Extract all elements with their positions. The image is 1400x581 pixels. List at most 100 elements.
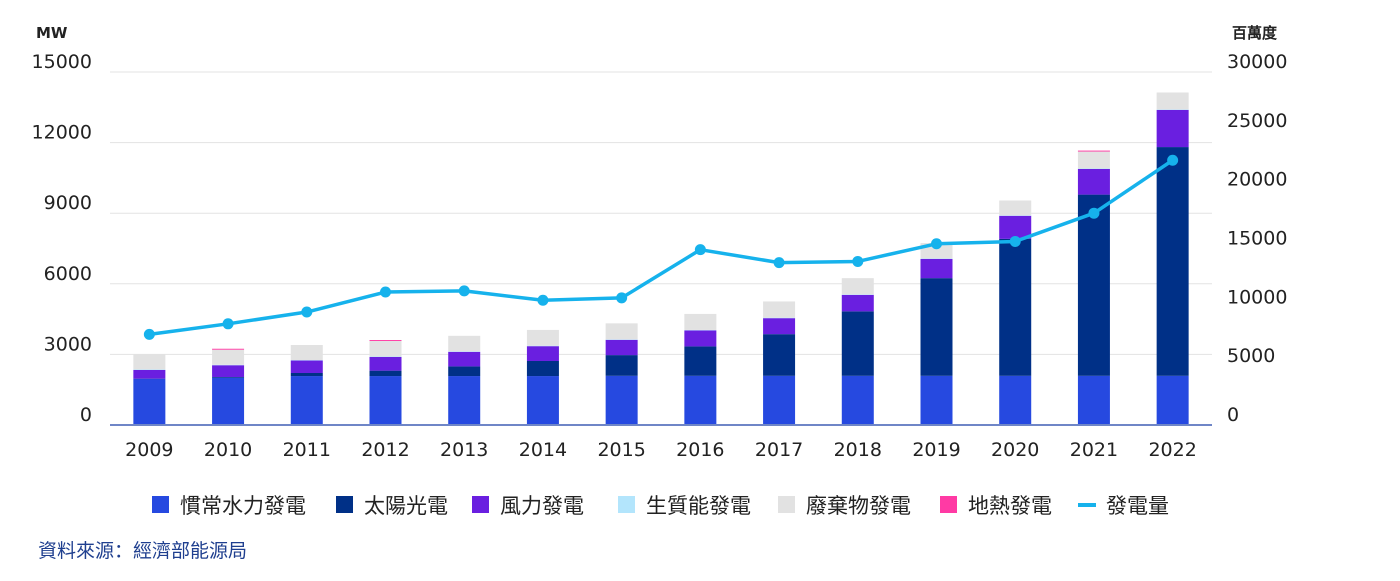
- bar-segment: [605, 323, 638, 340]
- left-tick-label: 9000: [44, 192, 92, 214]
- bar-segment: [212, 348, 245, 350]
- bar-segment: [133, 378, 166, 425]
- bar-segment: [841, 375, 874, 425]
- axes: 0 3000 6000 9000 12000 15000 0 5000 10000 15000 20…: [32, 24, 1288, 461]
- right-axis-unit: 百萬度: [1232, 24, 1278, 42]
- bar-segment: [763, 334, 796, 376]
- bar-segment: [920, 258, 953, 279]
- x-tick-label: 2010: [204, 439, 252, 461]
- right-tick-label: 0: [1227, 404, 1239, 426]
- right-tick-label: 10000: [1227, 286, 1287, 308]
- bar-segment: [369, 370, 402, 377]
- bar-segment: [290, 372, 323, 377]
- legend-swatch: [336, 496, 353, 513]
- right-tick-label: 25000: [1227, 110, 1287, 132]
- bar-segment: [526, 360, 559, 377]
- bar-segment: [212, 377, 245, 425]
- right-tick-label: 15000: [1227, 228, 1287, 250]
- legend-label: 生質能發電: [646, 494, 751, 518]
- x-tick-label: 2013: [440, 439, 488, 461]
- left-tick-label: 6000: [44, 263, 92, 285]
- bar-segment: [526, 376, 559, 425]
- generation-point: [1009, 235, 1021, 247]
- bar-segment: [290, 344, 323, 361]
- left-axis-unit: MW: [36, 24, 68, 42]
- bar-segment: [212, 349, 245, 365]
- x-tick-label: 2016: [676, 439, 724, 461]
- bar-segment: [605, 375, 638, 425]
- generation-point: [537, 294, 549, 306]
- x-tick-label: 2009: [125, 439, 173, 461]
- bar-segment: [763, 301, 796, 318]
- bar-segment: [999, 200, 1032, 216]
- source-note: 資料來源：經濟部能源局: [38, 540, 247, 562]
- bar-segment: [448, 351, 481, 367]
- bar-segment: [133, 354, 166, 370]
- bar-segment: [605, 355, 638, 376]
- bar-segment: [999, 375, 1032, 425]
- x-tick-label: 2011: [283, 439, 331, 461]
- legend-label: 地熱發電: [968, 494, 1052, 518]
- bar-segment: [1077, 151, 1110, 169]
- bar-segment: [1156, 147, 1189, 376]
- bar-segment: [448, 376, 481, 425]
- x-tick-label: 2019: [912, 439, 960, 461]
- x-tick-label: 2020: [991, 439, 1039, 461]
- legend-label: 慣常水力發電: [180, 494, 306, 518]
- generation-point: [380, 286, 391, 298]
- bar-segment: [290, 360, 323, 373]
- bar-segment: [133, 369, 166, 379]
- bar-segment: [1156, 375, 1189, 425]
- grid-lines: [110, 71, 1212, 355]
- bar-segment: [448, 366, 481, 377]
- generation-point: [694, 244, 706, 256]
- legend-swatch: [940, 496, 957, 513]
- x-tick-label: 2021: [1070, 439, 1118, 461]
- generation-point: [1167, 154, 1179, 166]
- x-tick-label: 2022: [1148, 439, 1196, 461]
- bar-segment: [1156, 92, 1189, 110]
- left-tick-label: 0: [80, 404, 92, 426]
- legend-label: 太陽光電: [364, 494, 448, 518]
- right-tick-label: 5000: [1227, 345, 1275, 367]
- bar-segment: [920, 278, 953, 376]
- bar-segment: [999, 238, 1032, 376]
- bar-segment: [212, 376, 245, 378]
- bar-segment: [212, 365, 245, 377]
- bar-segment: [763, 318, 796, 335]
- generation-line-path: [149, 158, 1174, 337]
- bar-segment: [841, 278, 874, 295]
- bar-segment: [526, 329, 559, 346]
- bar-segment: [920, 375, 953, 425]
- bar-segment: [684, 313, 717, 330]
- bar-segment: [1077, 194, 1110, 376]
- legend-swatch: [152, 496, 169, 513]
- x-tick-label: 2012: [361, 439, 409, 461]
- x-tick-label: 2018: [834, 439, 882, 461]
- left-tick-label: 3000: [44, 333, 92, 355]
- x-tick-label: 2014: [519, 439, 567, 461]
- generation-point: [1088, 207, 1100, 219]
- bar-segment: [605, 339, 638, 356]
- right-tick-label: 20000: [1227, 169, 1287, 191]
- bar-segment: [684, 346, 717, 376]
- bar-segment: [684, 330, 717, 347]
- generation-point: [143, 328, 155, 340]
- legend-label: 廢棄物發電: [806, 494, 911, 518]
- generation-point: [773, 257, 785, 269]
- left-tick-label: 15000: [32, 51, 92, 73]
- bar-segment: [369, 356, 402, 371]
- generation-line: [143, 154, 1179, 340]
- right-tick-label: 30000: [1227, 51, 1287, 73]
- bar-segment: [1077, 375, 1110, 425]
- bar-segment: [369, 376, 402, 425]
- generation-point: [616, 292, 628, 304]
- bar-segment: [841, 311, 874, 376]
- legend-label: 發電量: [1106, 494, 1169, 518]
- generation-point: [931, 238, 942, 250]
- x-tick-label: 2015: [597, 439, 645, 461]
- legend-label: 風力發電: [500, 494, 584, 518]
- generation-point: [458, 285, 470, 297]
- generation-point: [222, 318, 234, 330]
- bar-segment: [369, 340, 402, 357]
